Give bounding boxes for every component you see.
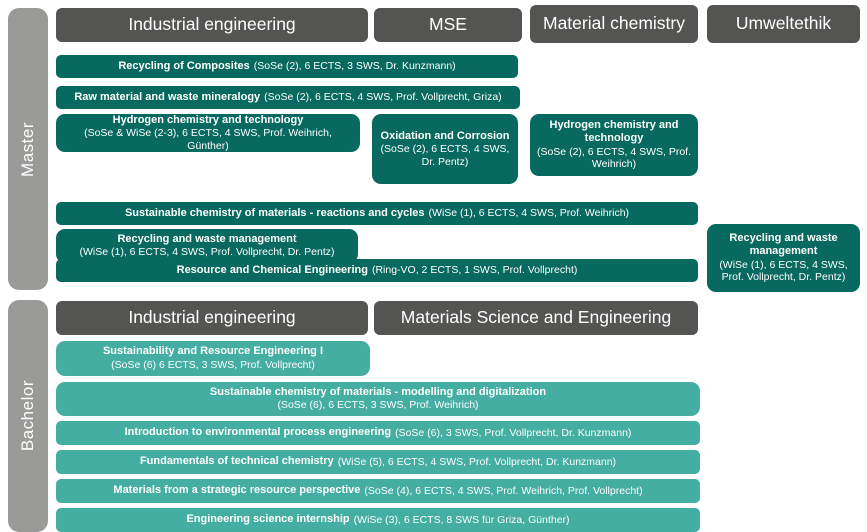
- course-title: Engineering science internship: [186, 513, 350, 526]
- header-bachelor-industrial-engineering: Industrial engineering: [56, 301, 368, 335]
- course-title: Introduction to environmental process en…: [124, 426, 392, 439]
- course-details: (WiSe (5), 6 ECTS, 4 SWS, Prof. Vollprec…: [337, 455, 617, 468]
- header-label: Industrial engineering: [128, 307, 296, 328]
- header-label: Umweltethik: [735, 13, 832, 34]
- course-sustainable-chemistry-modelling: Sustainable chemistry of materials - mod…: [56, 382, 700, 416]
- course-details: (WiSe (3), 6 ECTS, 8 SWS für Griza, Günt…: [353, 513, 570, 526]
- course-title: Hydrogen chemistry and technology: [549, 118, 679, 145]
- course-recycling-waste-management-umweltethik: Recycling and waste management (WiSe (1)…: [707, 224, 860, 292]
- course-title: Oxidation and Corrosion: [380, 129, 510, 142]
- course-title: Raw material and waste mineralogy: [74, 90, 261, 103]
- header-label: MSE: [429, 14, 467, 35]
- course-recycling-waste-management: Recycling and waste management (WiSe (1)…: [56, 229, 358, 263]
- course-title: Hydrogen chemistry and technology: [112, 113, 304, 126]
- header-master-mse: MSE: [374, 8, 522, 42]
- course-title: Sustainable chemistry of materials - rea…: [124, 206, 425, 219]
- course-sustainability-resource-engineering: Sustainability and Resource Engineering …: [56, 341, 370, 376]
- course-engineering-science-internship: Engineering science internship (WiSe (3)…: [56, 508, 700, 532]
- course-details: (SoSe & WiSe (2-3), 6 ECTS, 4 SWS, Prof.…: [84, 126, 332, 152]
- course-title: Sustainable chemistry of materials - mod…: [209, 385, 547, 398]
- course-details: (SoSe (4), 6 ECTS, 4 SWS, Prof. Weihrich…: [364, 484, 643, 497]
- course-details: (SoSe (6), 6 ECTS, 3 SWS, Prof. Weihrich…: [277, 399, 479, 412]
- course-title: Recycling of Composites: [118, 59, 250, 72]
- course-title: Recycling and waste management: [729, 231, 838, 258]
- course-details: (SoSe (2), 6 ECTS, 4 SWS, Prof. Vollprec…: [264, 91, 502, 104]
- master-section-bar: Master: [8, 8, 48, 290]
- course-sustainable-chemistry-reactions: Sustainable chemistry of materials - rea…: [56, 202, 698, 225]
- header-label: Material chemistry: [543, 13, 685, 34]
- course-materials-strategic-resource: Materials from a strategic resource pers…: [56, 479, 700, 503]
- course-title: Fundamentals of technical chemistry: [139, 455, 334, 468]
- course-fundamentals-technical-chemistry: Fundamentals of technical chemistry (WiS…: [56, 450, 700, 474]
- bachelor-section-label: Bachelor: [18, 380, 37, 452]
- header-master-industrial-engineering: Industrial engineering: [56, 8, 368, 42]
- course-details: (WiSe (1), 6 ECTS, 4 SWS, Prof. Vollprec…: [79, 246, 335, 259]
- course-hydrogen-chemistry-ie: Hydrogen chemistry and technology (SoSe …: [56, 114, 360, 152]
- course-details: (SoSe (2), 6 ECTS, 4 SWS, Dr. Pentz): [380, 142, 510, 168]
- course-title: Recycling and waste management: [117, 232, 297, 245]
- course-details: (Ring-VO, 2 ECTS, 1 SWS, Prof. Vollprech…: [371, 264, 578, 277]
- course-oxidation-and-corrosion: Oxidation and Corrosion (SoSe (2), 6 ECT…: [372, 114, 518, 184]
- course-details: (WiSe (1), 6 ECTS, 4 SWS, Prof. Vollprec…: [719, 258, 848, 284]
- header-master-material-chemistry: Material chemistry: [530, 5, 698, 43]
- course-hydrogen-chemistry-mc: Hydrogen chemistry and technology (SoSe …: [530, 114, 698, 176]
- course-introduction-environmental-process: Introduction to environmental process en…: [56, 421, 700, 445]
- course-details: (SoSe (6) 6 ECTS, 3 SWS, Prof. Vollprech…: [111, 358, 315, 371]
- master-section-label: Master: [18, 121, 37, 177]
- course-raw-material-waste-mineralogy: Raw material and waste mineralogy (SoSe …: [56, 86, 520, 109]
- course-title: Resource and Chemical Engineering: [176, 263, 368, 276]
- course-title: Sustainability and Resource Engineering …: [102, 345, 324, 358]
- bachelor-section-bar: Bachelor: [8, 300, 48, 532]
- header-bachelor-materials-science: Materials Science and Engineering: [374, 301, 698, 335]
- header-label: Materials Science and Engineering: [400, 307, 672, 328]
- course-recycling-of-composites: Recycling of Composites (SoSe (2), 6 ECT…: [56, 55, 518, 78]
- course-details: (WiSe (1), 6 ECTS, 4 SWS, Prof. Weihrich…: [428, 207, 630, 220]
- header-master-umweltethik: Umweltethik: [707, 5, 860, 43]
- course-details: (SoSe (2), 6 ECTS, 3 SWS, Dr. Kunzmann): [253, 60, 456, 73]
- course-details: (SoSe (6), 3 SWS, Prof. Vollprecht, Dr. …: [395, 426, 632, 439]
- header-label: Industrial engineering: [128, 14, 296, 35]
- course-resource-chemical-engineering: Resource and Chemical Engineering (Ring-…: [56, 259, 698, 282]
- course-details: (SoSe (2), 6 ECTS, 4 SWS, Prof. Weihrich…: [536, 145, 692, 171]
- course-title: Materials from a strategic resource pers…: [113, 484, 361, 497]
